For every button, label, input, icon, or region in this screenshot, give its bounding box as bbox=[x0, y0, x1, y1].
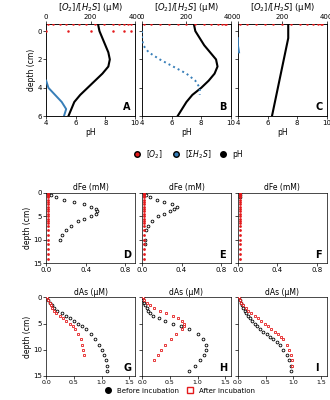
Text: E: E bbox=[219, 250, 226, 260]
X-axis label: pH: pH bbox=[85, 128, 96, 137]
Title: $\bf{March}$
$[O_2]/[H_2S]$ (μM): $\bf{March}$ $[O_2]/[H_2S]$ (μM) bbox=[58, 0, 123, 14]
Title: dFe (mM): dFe (mM) bbox=[264, 183, 300, 192]
Y-axis label: depth (cm): depth (cm) bbox=[27, 49, 36, 91]
Title: dAs (μM): dAs (μM) bbox=[169, 288, 204, 297]
Text: G: G bbox=[123, 362, 131, 372]
X-axis label: pH: pH bbox=[181, 128, 192, 137]
Title: $\bf{May}$
$[O_2]/[H_2S]$ (μM): $\bf{May}$ $[O_2]/[H_2S]$ (μM) bbox=[154, 0, 219, 14]
Text: A: A bbox=[123, 102, 131, 112]
Text: B: B bbox=[219, 102, 227, 112]
X-axis label: pH: pH bbox=[277, 128, 288, 137]
Legend: Before incubation, After incubation: Before incubation, After incubation bbox=[98, 385, 258, 396]
Title: dFe (mM): dFe (mM) bbox=[73, 183, 109, 192]
Title: $\bf{August}$
$[O_2]/[H_2S]$ (μM): $\bf{August}$ $[O_2]/[H_2S]$ (μM) bbox=[250, 0, 315, 14]
Text: D: D bbox=[123, 250, 131, 260]
Title: dAs (μM): dAs (μM) bbox=[265, 288, 299, 297]
Title: dAs (μM): dAs (μM) bbox=[74, 288, 108, 297]
Text: I: I bbox=[315, 362, 319, 372]
Text: F: F bbox=[315, 250, 322, 260]
Y-axis label: depth (cm): depth (cm) bbox=[23, 316, 32, 358]
Text: C: C bbox=[315, 102, 322, 112]
Legend: $[O_2]$, $[ΣH_2S]$, pH: $[O_2]$, $[ΣH_2S]$, pH bbox=[127, 145, 246, 164]
Y-axis label: depth (cm): depth (cm) bbox=[23, 207, 32, 249]
Text: H: H bbox=[219, 362, 227, 372]
Title: dFe (mM): dFe (mM) bbox=[169, 183, 204, 192]
